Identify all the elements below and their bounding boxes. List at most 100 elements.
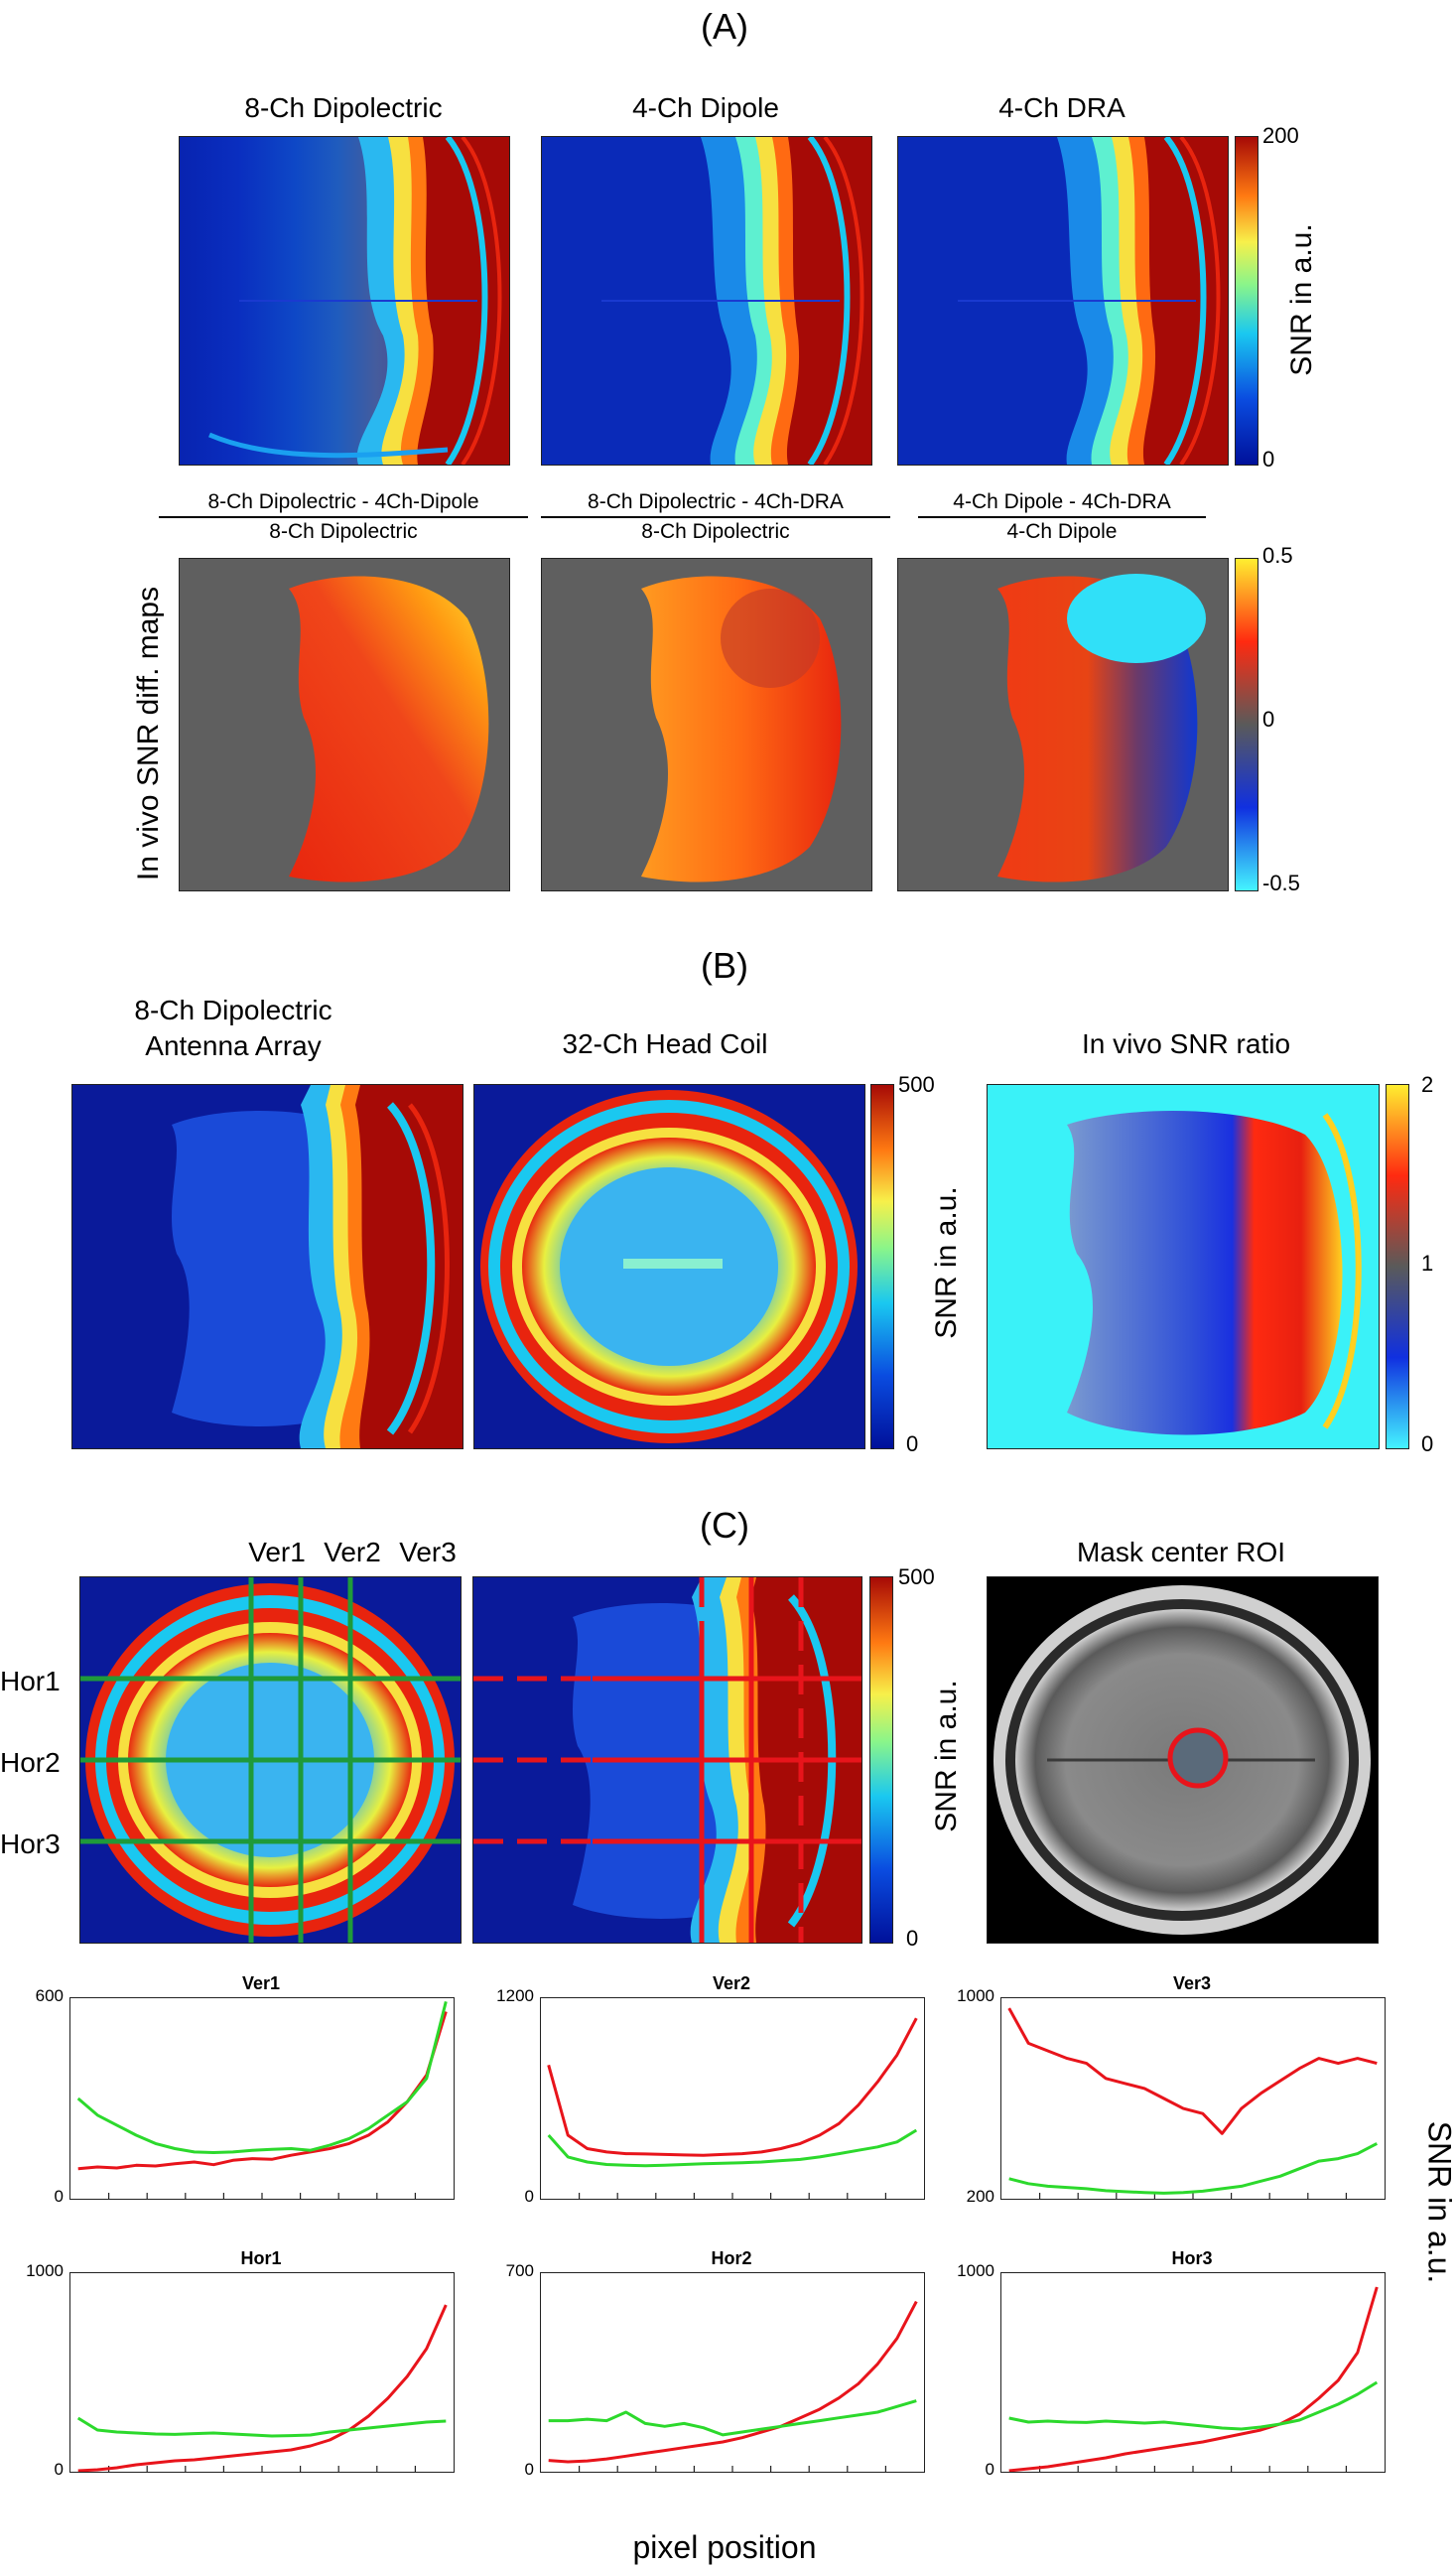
colorbar-diff [1235,558,1258,891]
colorbar-b-min: 0 [906,1431,919,1456]
diff-title-3-numerator: 4-Ch Dipole - 4Ch-DRA [918,490,1206,518]
diff-title-1-numerator: 8-Ch Dipolectric - 4Ch-Dipole [159,490,528,518]
map-title-8ch-dipolectric: 8-Ch Dipolectric [244,92,443,123]
plot-svg-hor2 [548,2300,918,2472]
plot-hor3-ytick-top: 1000 [957,2261,994,2280]
plot-hor1-series-red [77,2304,448,2472]
plot-title-ver1: Ver1 [241,1973,281,1993]
snr-map-4ch-dipole [541,136,872,466]
panel-c-letter: (C) [700,1505,749,1546]
line-plot-hor3 [1000,2272,1386,2473]
panel-a-letter: (A) [701,6,748,47]
plot-ver2-ytick-bottom: 0 [524,2187,534,2206]
diff-title-1-denominator: 8-Ch Dipolectric [269,520,418,543]
diff-title-2-numerator: 8-Ch Dipolectric - 4Ch-DRA [541,490,890,518]
colorbar-a-label: SNR in a.u. [1285,223,1318,376]
plot-hor1-ytick-bottom: 0 [54,2460,64,2479]
plot-hor3-ytick-bottom: 0 [985,2460,994,2479]
plot-ver2-ytick-top: 1200 [496,1986,534,2005]
colorbar-c-max: 500 [898,1564,935,1589]
plot-hor1-ytick-top: 1000 [26,2261,64,2280]
line-plot-hor1 [69,2272,455,2473]
colorbar-ratio-mid: 1 [1421,1251,1434,1276]
plot-svg-hor3 [1008,2286,1379,2472]
map-title-4ch-dipole: 4-Ch Dipole [632,92,779,123]
plot-hor3-series-red [1008,2286,1379,2472]
line-plot-hor2 [540,2272,925,2473]
plot-hor2-series-red [548,2300,918,2464]
snr-map-8ch-dipolectric [179,136,510,466]
pixel-position-xlabel: pixel position [632,2529,817,2565]
plot-title-hor3: Hor3 [1171,2248,1213,2268]
plot-ver3-ytick-bottom: 200 [966,2187,994,2206]
map-title-8ch-array-line2: Antenna Array [145,1030,322,1061]
colorbar-a-min: 0 [1262,447,1275,472]
plot-ver1-ytick-top: 600 [35,1986,64,2005]
colorbar-diff-max: 0.5 [1262,543,1293,568]
snr-map-32ch-coil [473,1084,865,1449]
mask-title: Mask center ROI [1076,1537,1286,1567]
plot-ver3-series-red [1007,2007,1378,2135]
plot-svg-ver3 [1007,2007,1378,2199]
plot-ver1-series-green [76,2001,448,2154]
diff-title-1: 8-Ch Dipolectric - 4Ch-Dipole 8-Ch Dipol… [159,490,528,544]
line-plot-ver3 [1000,1997,1386,2200]
map-title-4ch-dra: 4-Ch DRA [998,92,1125,123]
ver3-label: Ver3 [399,1537,457,1567]
diff-title-3-denominator: 4-Ch Dipole [1006,520,1118,543]
diff-map-3 [897,558,1229,891]
line-plot-ver2 [540,1997,925,2200]
colorbar-b-label: SNR in a.u. [930,1186,963,1339]
plot-hor2-series-green [548,2399,917,2437]
map-title-snr-ratio: In vivo SNR ratio [1081,1028,1291,1059]
colorbar-c-label: SNR in a.u. [930,1680,963,1832]
diff-title-3: 4-Ch Dipole - 4Ch-DRA 4-Ch Dipole [918,490,1206,544]
plot-title-ver2: Ver2 [712,1973,751,1993]
plot-svg-hor1 [76,2304,448,2472]
colorbar-snr-c [869,1576,893,1944]
plot-ver2-series-green [547,2128,918,2168]
snr-ratio-map [987,1084,1380,1449]
plot-ver3-ytick-top: 1000 [957,1986,994,2005]
colorbar-diff-mid: 0 [1262,707,1275,732]
ver2-label: Ver2 [324,1537,381,1567]
plot-ver1-ytick-bottom: 0 [54,2187,64,2206]
colorbar-b-max: 500 [898,1072,935,1097]
map-title-8ch-array-line1: 8-Ch Dipolectric [134,995,332,1025]
mask-center-roi-image [987,1576,1379,1944]
profile-map-32ch [79,1576,462,1944]
plot-svg-ver1 [76,2001,448,2199]
plot-hor2-ytick-bottom: 0 [524,2460,534,2479]
map-title-8ch-array: 8-Ch Dipolectric Antenna Array [69,993,397,1064]
diff-map-1 [179,558,510,891]
plot-hor3-series-green [1008,2380,1379,2431]
plot-ver1-series-red [77,2011,448,2171]
hor3-label: Hor3 [0,1828,61,1859]
colorbar-c-min: 0 [906,1926,919,1951]
snr-map-4ch-dra [897,136,1229,466]
map-title-32ch-coil: 32-Ch Head Coil [562,1028,768,1059]
hor2-label: Hor2 [0,1747,61,1778]
colorbar-ratio-min: 0 [1421,1431,1434,1456]
colorbar-ratio-max: 2 [1421,1072,1434,1097]
plot-title-hor1: Hor1 [240,2248,282,2268]
plot-title-ver3: Ver3 [1172,1973,1212,1993]
plot-ver2-series-red [547,2017,918,2157]
snr-ylabel-right: SNR in a.u. [1421,2120,1456,2284]
line-plot-ver1 [69,1997,455,2200]
diff-title-2-denominator: 8-Ch Dipolectric [641,520,790,543]
panel-b-letter: (B) [701,945,748,986]
hor1-label: Hor1 [0,1666,61,1696]
colorbar-diff-min: -0.5 [1262,871,1300,895]
plot-hor2-ytick-top: 700 [505,2261,534,2280]
plot-svg-ver2 [547,2017,918,2199]
colorbar-a-max: 200 [1262,123,1299,148]
snr-map-8ch-array [71,1084,463,1449]
colorbar-snr-b [870,1084,894,1449]
ver1-label: Ver1 [248,1537,306,1567]
diff-maps-ylabel: In vivo SNR diff. maps [132,586,165,881]
colorbar-snr-a [1235,136,1258,466]
diff-title-2: 8-Ch Dipolectric - 4Ch-DRA 8-Ch Dipolect… [541,490,890,544]
plot-title-hor2: Hor2 [711,2248,752,2268]
diff-map-2 [541,558,872,891]
